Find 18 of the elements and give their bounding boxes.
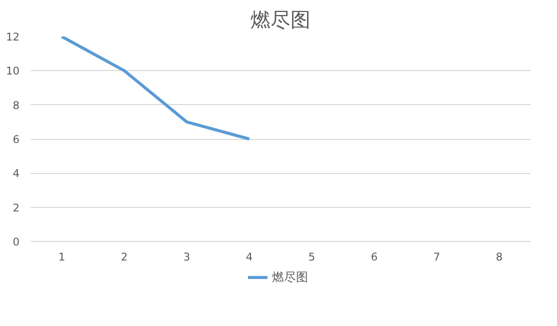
x-tick-label: 5 bbox=[308, 250, 316, 264]
line-series bbox=[60, 36, 251, 140]
x-tick-label: 2 bbox=[120, 250, 128, 264]
x-tick-label: 6 bbox=[370, 250, 378, 264]
y-tick-label: 10 bbox=[6, 64, 20, 78]
x-tick-label: 4 bbox=[246, 250, 253, 264]
y-tick-label: 2 bbox=[12, 201, 20, 214]
x-tick-label: 1 bbox=[58, 250, 66, 264]
y-tick-label: 12 bbox=[6, 30, 20, 44]
y-tick-label: 8 bbox=[12, 98, 20, 112]
x-tick-label: 8 bbox=[496, 250, 503, 264]
x-tick-label: 3 bbox=[183, 250, 190, 264]
x-tick-label: 7 bbox=[433, 250, 440, 264]
chart-title: 燃尽图 bbox=[250, 8, 310, 32]
y-tick-label: 4 bbox=[12, 167, 20, 180]
legend-label: 燃尽图 bbox=[272, 268, 308, 286]
y-tick-label: 6 bbox=[12, 133, 20, 146]
y-tick-label: 0 bbox=[12, 236, 20, 248]
